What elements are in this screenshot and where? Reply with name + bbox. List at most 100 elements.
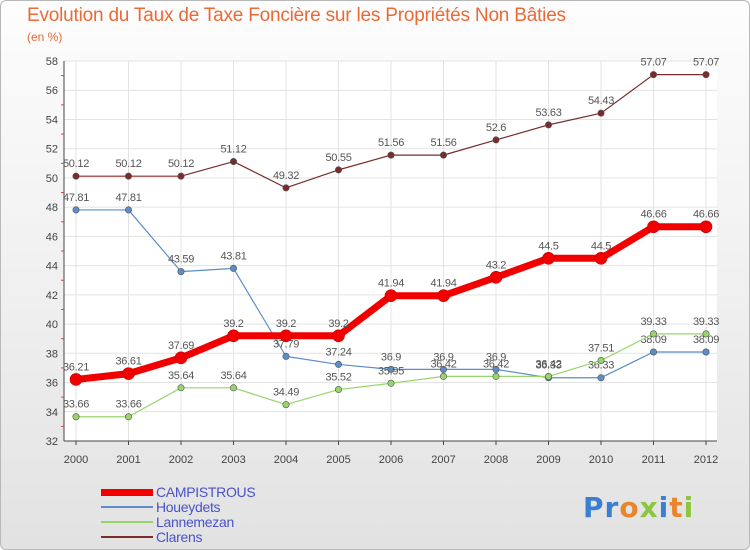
legend-label: Houeydets	[156, 499, 221, 515]
logo-letter: o	[619, 491, 640, 524]
y-tick-label: 48	[46, 202, 58, 214]
data-label: 33.66	[115, 399, 141, 411]
x-tick-label: 2004	[274, 454, 298, 466]
data-point	[230, 264, 238, 272]
data-label: 33.66	[63, 399, 89, 411]
data-label: 36.42	[483, 358, 509, 370]
legend-swatch	[101, 506, 153, 508]
x-tick-label: 2008	[484, 454, 508, 466]
data-point	[279, 329, 293, 343]
data-label: 46.66	[693, 209, 719, 221]
data-label: 35.64	[168, 370, 194, 382]
data-point	[334, 386, 342, 394]
data-label: 38.09	[693, 334, 719, 346]
data-label: 35.52	[325, 372, 351, 384]
data-point	[174, 351, 188, 365]
x-tick-label: 2012	[694, 454, 718, 466]
data-point	[699, 220, 713, 234]
data-point	[542, 252, 555, 265]
data-point	[437, 289, 450, 303]
data-point	[384, 289, 398, 303]
x-tick-label: 2006	[379, 454, 403, 466]
y-tick-label: 34	[46, 407, 58, 419]
data-point	[334, 360, 342, 368]
data-label: 37.79	[273, 338, 299, 350]
legend-item-houeydets: Houeydets	[101, 499, 361, 515]
data-label: 37.69	[168, 340, 194, 352]
data-point	[177, 384, 185, 392]
data-label: 51.56	[430, 137, 456, 149]
legend: CAMPISTROUS Houeydets Lannemezan Clarens	[101, 484, 361, 545]
data-label: 36.61	[115, 356, 141, 368]
data-point	[387, 379, 395, 387]
data-label: 36.9	[381, 351, 401, 363]
data-point	[177, 268, 185, 276]
data-label: 50.55	[325, 152, 351, 164]
data-point	[492, 372, 500, 380]
data-point	[282, 401, 290, 409]
data-label: 49.32	[273, 170, 299, 182]
legend-swatch	[101, 489, 153, 496]
data-point	[702, 71, 710, 79]
data-label: 46.66	[640, 209, 666, 221]
data-point	[177, 172, 185, 180]
data-label: 41.94	[430, 278, 456, 290]
data-point	[649, 348, 657, 356]
data-point	[649, 71, 657, 79]
data-point	[230, 384, 238, 392]
x-tick-label: 2001	[116, 454, 140, 466]
data-label: 44.5	[591, 240, 611, 252]
series-lannemezan: 33.66 33.66 35.64 35.64 34.49 35.52 35.95 36.42…	[63, 316, 719, 421]
logo-letter: x	[639, 491, 659, 524]
chart-subtitle: (en %)	[27, 30, 63, 44]
data-label: 52.6	[486, 122, 506, 134]
data-label: 39.33	[693, 316, 719, 328]
data-point	[649, 330, 657, 338]
data-point	[72, 172, 80, 180]
data-point	[544, 372, 552, 380]
y-tick-label: 56	[46, 85, 58, 97]
logo-letter: i	[683, 491, 695, 524]
data-point	[492, 365, 500, 373]
data-label: 57.07	[640, 57, 666, 69]
data-point	[387, 151, 395, 159]
y-tick-label: 32	[46, 436, 58, 448]
data-point	[72, 206, 80, 214]
chart-title: Evolution du Taux de Taxe Foncière sur l…	[27, 5, 566, 26]
data-label: 50.12	[63, 158, 89, 170]
data-label: 35.95	[378, 365, 404, 377]
data-point	[334, 166, 342, 174]
data-point	[69, 373, 83, 386]
legend-item-lannemezan: Lannemezan	[101, 514, 361, 530]
data-point	[125, 172, 133, 180]
data-label: 53.63	[535, 107, 561, 119]
series-clarens: 50.12 50.12 50.12 51.12 49.32 50.55 51.56 51.56…	[63, 57, 719, 192]
data-point	[489, 271, 503, 284]
data-label: 36.42	[535, 358, 561, 370]
data-point	[492, 136, 500, 144]
data-point	[439, 151, 447, 159]
data-point	[332, 329, 345, 343]
data-point	[230, 158, 238, 166]
data-label: 36.9	[486, 351, 506, 363]
y-tick-label: 50	[46, 173, 58, 185]
x-tick-label: 2007	[431, 454, 455, 466]
data-point	[125, 413, 133, 421]
data-point	[702, 330, 710, 338]
data-label: 47.81	[115, 192, 141, 204]
data-label: 43.81	[220, 250, 246, 262]
y-tick-label: 44	[46, 261, 58, 273]
y-tick-label: 46	[46, 231, 58, 243]
data-label: 43.2	[486, 259, 506, 271]
series-campistrous: 36.21 36.61 37.69 39.2 39.2 39.2 41.94 41.94 43.…	[63, 209, 719, 386]
x-tick-label: 2000	[64, 454, 88, 466]
data-label: 39.2	[328, 318, 348, 330]
data-label: 39.2	[223, 318, 243, 330]
data-label: 43.59	[168, 254, 194, 266]
data-label: 39.33	[640, 316, 666, 328]
data-label: 50.12	[115, 158, 141, 170]
data-label: 51.12	[220, 144, 246, 156]
